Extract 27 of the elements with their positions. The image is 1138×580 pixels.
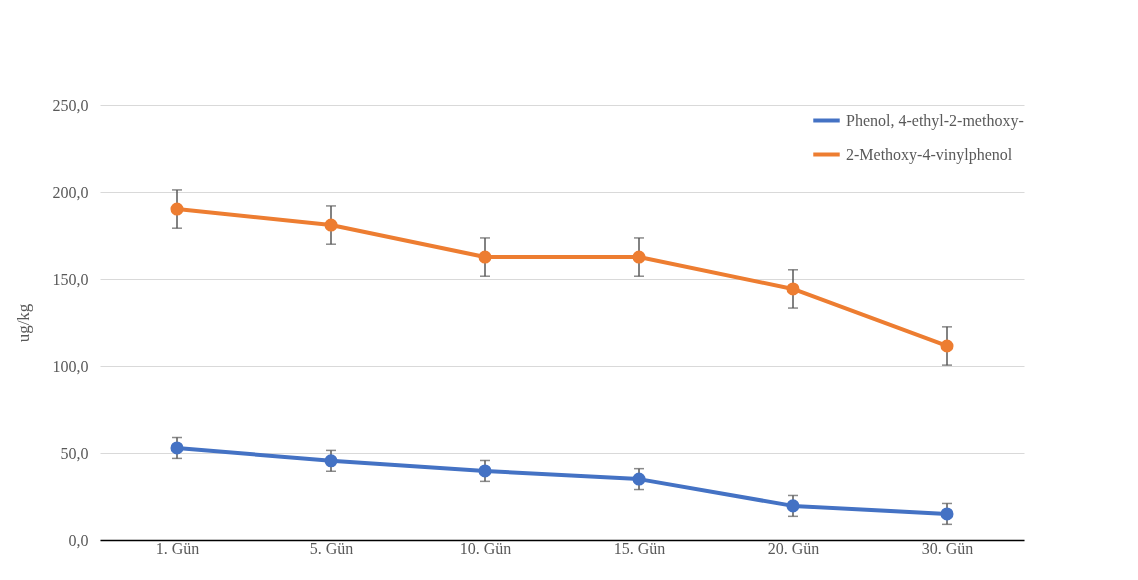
point: [324, 454, 338, 468]
y-tick-label: 150,0: [52, 270, 89, 288]
point: [786, 499, 800, 513]
x-tick-label: 10. Gün: [459, 539, 512, 557]
y-axis-title: ug/kg: [13, 303, 33, 343]
point: [940, 339, 954, 353]
point: [632, 250, 646, 264]
legend-label: Phenol, 4-ethyl-2-methoxy-: [846, 111, 1024, 130]
point: [632, 472, 646, 486]
y-tick-label: 250,0: [52, 96, 89, 114]
y-tick-label: 0,0: [68, 531, 89, 549]
point: [170, 202, 184, 216]
y-tick-label: 200,0: [52, 183, 89, 201]
point: [940, 507, 954, 521]
point: [324, 218, 338, 232]
y-tick-label: 100,0: [52, 357, 89, 375]
x-tick-label: 30. Gün: [921, 539, 974, 557]
point: [786, 282, 800, 296]
x-tick-label: 15. Gün: [613, 539, 666, 557]
legend-label: 2-Methoxy-4-vinylphenol: [846, 145, 1013, 164]
x-tick-label: 20. Gün: [767, 539, 820, 557]
point: [170, 441, 184, 455]
x-tick-label: 1. Gün: [155, 539, 200, 557]
point: [478, 250, 492, 264]
y-tick-label: 50,0: [60, 444, 89, 462]
x-tick-label: 5. Gün: [309, 539, 354, 557]
point: [478, 464, 492, 478]
